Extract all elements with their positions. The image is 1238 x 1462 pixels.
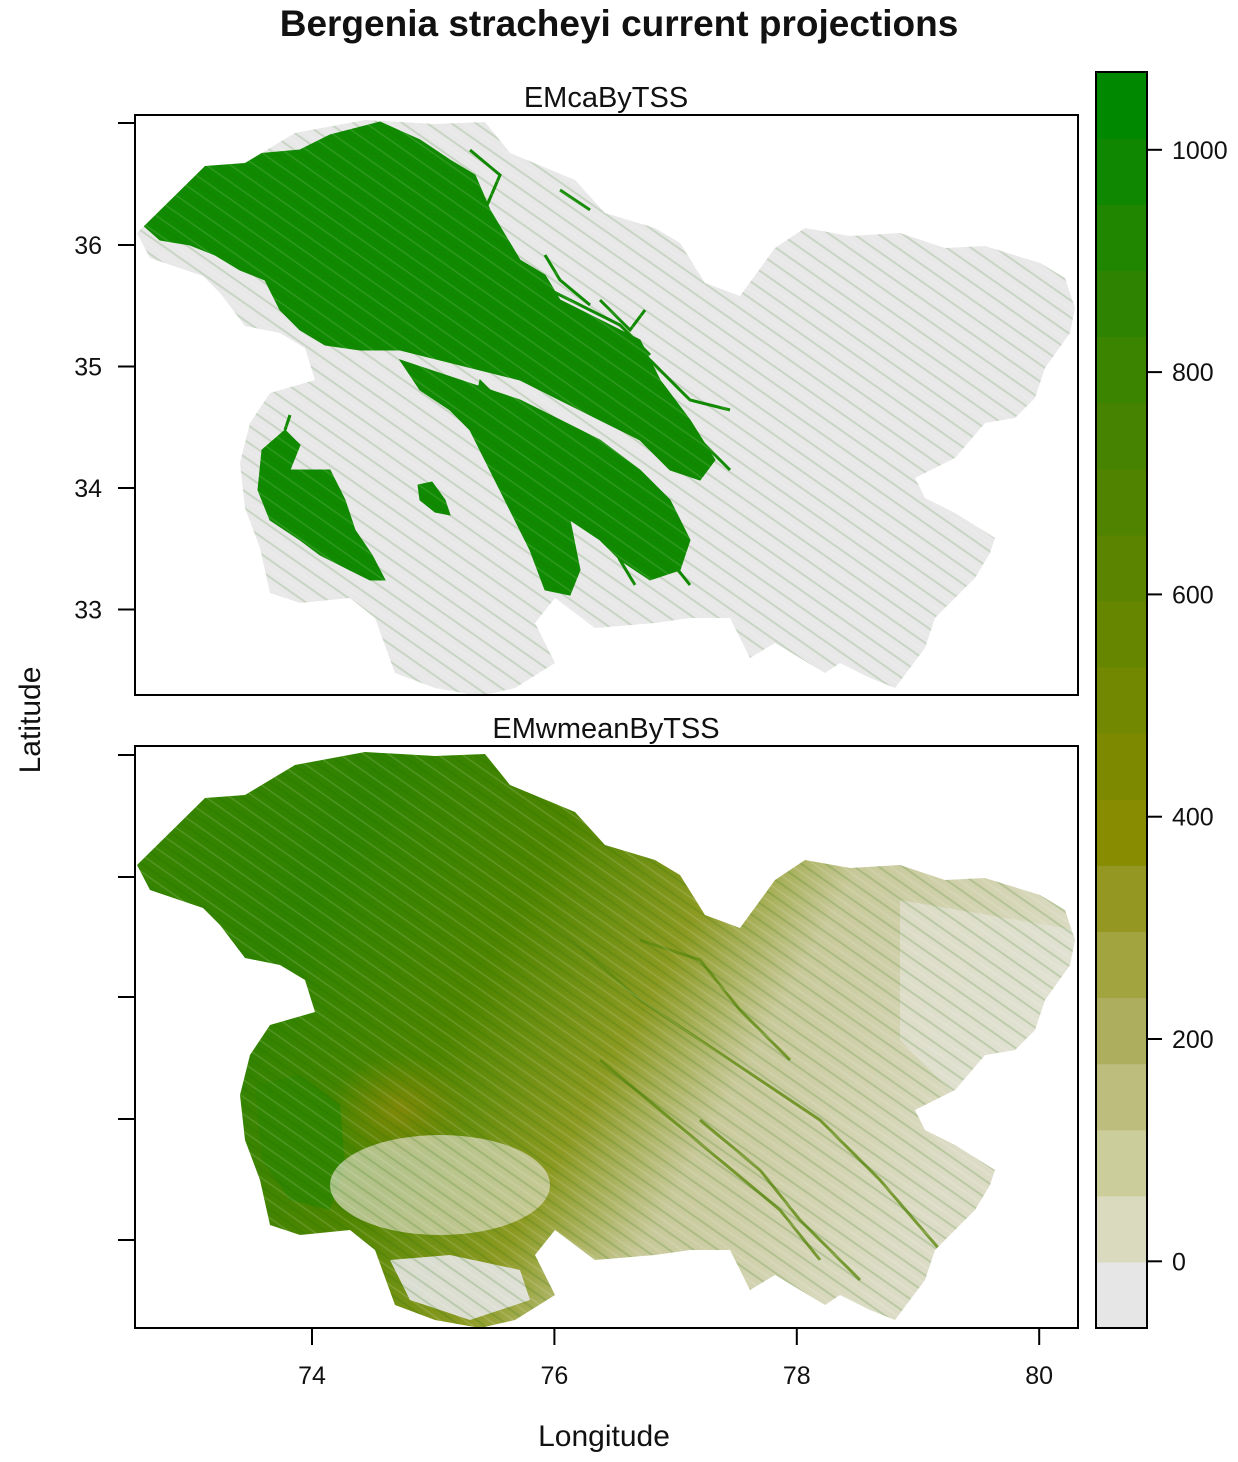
colorbar-tick-label: 600: [1172, 581, 1214, 609]
colorbar-swatch: [1096, 270, 1147, 338]
colorbar-swatch: [1096, 336, 1147, 404]
y-tick-label: 36: [74, 232, 102, 260]
y-axis-emca: 36 35 34 33: [74, 122, 135, 625]
colorbar-swatch: [1096, 666, 1147, 734]
colorbar-swatch: [1096, 931, 1147, 999]
x-tick-label: 74: [298, 1362, 326, 1390]
colorbar-frame: [1095, 71, 1148, 1329]
colorbar-swatch: [1096, 204, 1147, 271]
colorbar-swatch: [1096, 1195, 1147, 1263]
colorbar-swatch: [1096, 997, 1147, 1065]
colorbar-tick-label: 1000: [1172, 137, 1228, 165]
colorbar-tick-label: 800: [1172, 359, 1214, 387]
x-tick-label: 80: [1025, 1362, 1053, 1390]
suitability-surface: [137, 752, 1075, 1328]
colorbar-swatch: [1096, 72, 1147, 139]
colorbar-swatch: [1096, 138, 1147, 205]
colorbar-swatches: [1096, 72, 1147, 1329]
y-tick-label: 35: [74, 354, 102, 382]
figure-title: Bergenia stracheyi current projections: [280, 3, 959, 44]
colorbar-tick-label: 200: [1172, 1026, 1214, 1054]
colorbar-ticks: 1000 800 600 400 200 0: [1147, 137, 1228, 1276]
y-axis-label: Latitude: [14, 667, 47, 774]
colorbar-swatch: [1096, 733, 1147, 800]
panel-title-emwmean: EMwmeanByTSS: [492, 713, 719, 745]
colorbar: 1000 800 600 400 200 0: [1095, 71, 1228, 1329]
panel-frame-emca: [134, 114, 1079, 696]
colorbar-swatch: [1096, 534, 1147, 602]
y-axis-emwmean: [118, 754, 135, 1241]
colorbar-tick-label: 0: [1172, 1248, 1186, 1276]
colorbar-swatch: [1096, 1261, 1147, 1329]
colorbar-swatch: [1096, 865, 1147, 932]
colorbar-tick-label: 400: [1172, 804, 1214, 832]
colorbar-swatch: [1096, 468, 1147, 536]
x-axis-label: Longitude: [538, 1420, 670, 1453]
x-tick-label: 76: [540, 1362, 568, 1390]
x-tick-label: 78: [783, 1362, 811, 1390]
presence-areas: [137, 120, 1075, 695]
colorbar-swatch: [1096, 1129, 1147, 1197]
panel-title-emca: EMcaByTSS: [524, 82, 688, 114]
panel-emwmean: EMwmeanByTSS: [118, 713, 1079, 1390]
colorbar-swatch: [1096, 799, 1147, 866]
panel-frame-emwmean: [134, 745, 1079, 1329]
y-tick-label: 33: [74, 597, 102, 625]
panel-emca: EMcaByTSS: [74, 82, 1079, 696]
colorbar-swatch: [1096, 402, 1147, 470]
y-tick-label: 34: [74, 475, 102, 503]
colorbar-swatch: [1096, 600, 1147, 668]
x-axis: 74 76 78 80: [298, 1328, 1053, 1390]
colorbar-swatch: [1096, 1063, 1147, 1131]
